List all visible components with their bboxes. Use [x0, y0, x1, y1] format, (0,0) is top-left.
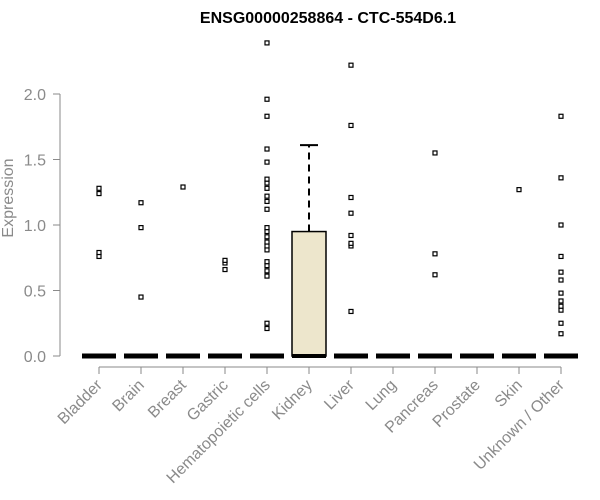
y-axis-title: Expression	[0, 158, 17, 237]
data-point	[264, 320, 270, 326]
data-point	[558, 113, 564, 119]
data-point	[558, 320, 564, 326]
data-point	[348, 62, 354, 68]
chart-title: ENSG00000258864 - CTC-554D6.1	[200, 10, 456, 27]
data-point	[516, 187, 522, 193]
data-point	[348, 240, 354, 246]
data-point	[264, 96, 270, 102]
data-point	[138, 225, 144, 231]
data-point	[432, 272, 438, 278]
x-tick-label: Lung	[363, 377, 400, 414]
y-tick-label: 0.5	[24, 284, 46, 301]
x-tick-label: Breast	[145, 376, 190, 421]
data-point	[264, 259, 270, 265]
data-point	[558, 277, 564, 283]
y-tick-label: 1.5	[24, 153, 46, 170]
data-point	[264, 113, 270, 119]
data-point	[264, 225, 270, 231]
data-point	[180, 184, 186, 190]
data-point	[264, 176, 270, 182]
data-point	[264, 234, 270, 240]
data-point	[432, 251, 438, 257]
data-point	[558, 269, 564, 275]
data-point	[264, 40, 270, 46]
data-point	[264, 159, 270, 165]
y-tick-label: 2.0	[24, 87, 46, 104]
data-point	[558, 175, 564, 181]
data-point	[558, 331, 564, 337]
y-tick-label: 1.0	[24, 218, 46, 235]
data-point	[348, 194, 354, 201]
x-tick-label: Kidney	[269, 377, 316, 424]
box	[291, 230, 327, 357]
data-point	[264, 193, 270, 199]
data-point	[558, 253, 564, 260]
data-point	[264, 273, 270, 279]
data-point	[348, 122, 354, 129]
x-tick-label: Skin	[492, 377, 526, 411]
data-point	[222, 257, 228, 263]
data-point	[96, 190, 102, 197]
y-tick-label: 0.0	[24, 349, 46, 366]
x-tick-label: Bladder	[55, 376, 106, 427]
data-point	[348, 308, 354, 315]
data-points	[96, 40, 564, 337]
data-point	[264, 198, 270, 205]
data-point	[264, 206, 270, 212]
data-point	[138, 294, 144, 300]
data-point	[264, 146, 270, 152]
x-tick-label: Liver	[321, 376, 358, 413]
data-point	[264, 239, 270, 245]
data-point	[558, 222, 564, 228]
data-point	[558, 298, 564, 304]
data-point	[222, 266, 228, 273]
data-point	[558, 290, 564, 296]
data-point	[558, 303, 564, 309]
data-point	[264, 325, 270, 332]
y-axis: 0.0 0.5 1.0 1.5 2.0	[24, 87, 61, 366]
data-point	[96, 249, 102, 256]
data-point	[264, 185, 270, 191]
data-point	[138, 200, 144, 206]
data-point	[264, 268, 270, 274]
data-point	[432, 150, 438, 156]
data-point	[96, 185, 102, 191]
data-point	[348, 210, 354, 216]
boxes	[82, 144, 578, 359]
x-tick-label: Brain	[109, 377, 147, 415]
data-point	[348, 232, 354, 239]
